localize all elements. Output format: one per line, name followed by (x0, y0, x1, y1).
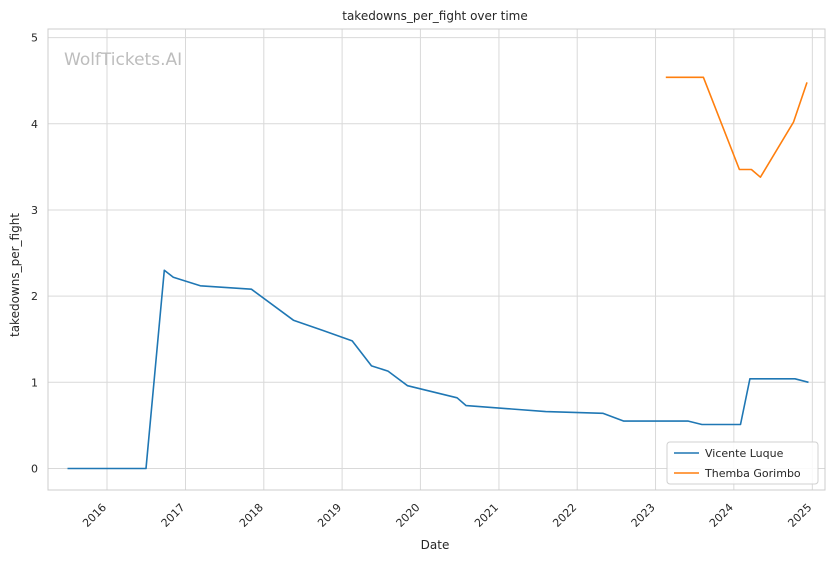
y-tick-label: 5 (31, 32, 38, 45)
series-lines (67, 76, 809, 470)
legend: Vicente Luque Themba Gorimbo (666, 441, 819, 485)
x-tick-label: 2018 (237, 501, 266, 530)
y-tick-label: 4 (31, 118, 38, 131)
y-tick-label: 0 (31, 462, 38, 475)
y-axis-label: takedowns_per_fight (8, 213, 22, 337)
y-tick-label: 2 (31, 290, 38, 303)
x-tick-label: 2020 (394, 501, 423, 530)
legend-label-vicente-luque: Vicente Luque (705, 447, 784, 460)
series-line-vicente-luque (67, 269, 809, 470)
x-tick-label: 2022 (550, 501, 579, 530)
x-tick-label: 2016 (80, 501, 109, 530)
chart-title: takedowns_per_fight over time (342, 9, 528, 23)
axes-frame (47, 28, 826, 491)
x-axis-label: Date (421, 538, 450, 552)
y-tick-label: 3 (31, 204, 38, 217)
grid-lines (48, 29, 825, 490)
x-tick-label: 2021 (472, 501, 501, 530)
series-line-themba-gorimbo (665, 76, 808, 178)
y-tick-label: 1 (31, 376, 38, 389)
x-tick-label: 2024 (707, 501, 736, 530)
watermark-text: WolfTickets.AI (64, 50, 182, 70)
x-tick-label: 2023 (629, 501, 658, 530)
plot-area-border (47, 28, 826, 491)
legend-label-themba-gorimbo: Themba Gorimbo (704, 467, 801, 480)
x-tick-label: 2025 (785, 501, 814, 530)
x-tick-label: 2017 (159, 501, 188, 530)
x-tick-label: 2019 (315, 501, 344, 530)
legend-box (666, 441, 819, 485)
